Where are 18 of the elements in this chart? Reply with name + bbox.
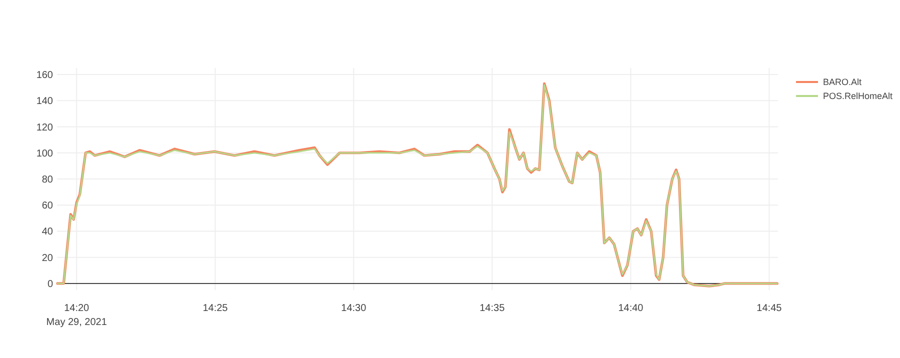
y-tick-label: 40 [42, 226, 54, 238]
x-tick-label: 14:25 [202, 303, 228, 314]
x-tick-label: 14:35 [480, 303, 506, 314]
y-tick-label: 100 [36, 148, 54, 160]
text: May 29, 2021 [46, 317, 108, 328]
y-tick-label: 60 [42, 200, 54, 212]
legend-label: BARO.Alt [823, 77, 862, 88]
y-tick-label: 20 [42, 252, 54, 264]
y-tick-label: 0 [47, 278, 54, 290]
x-tick-label: 14:20 [64, 303, 90, 314]
legend-label: POS.RelHomeAlt [823, 91, 894, 102]
y-tick-label: 120 [36, 122, 54, 134]
y-tick-label: 140 [36, 96, 54, 108]
y-tick-label: 80 [42, 174, 54, 186]
x-tick-label: 14:40 [618, 303, 644, 314]
x-tick-label: 14:45 [756, 303, 782, 314]
y-tick-label: 160 [36, 70, 54, 82]
x-tick-label: 14:30 [341, 303, 367, 314]
